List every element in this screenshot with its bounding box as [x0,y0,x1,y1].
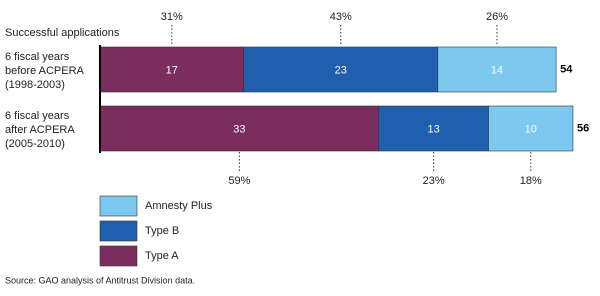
category-line: (2005-2010) [5,138,65,150]
percent-label: 59% [228,175,250,187]
category-line: 6 fiscal years [5,51,70,63]
source: Source: GAO analysis of Antitrust Divisi… [5,275,195,285]
percent-label: 43% [330,11,352,23]
value-label: 13 [428,123,440,135]
percent-label: 18% [520,175,542,187]
chart-title: Successful applications [5,27,120,39]
legend-swatch [99,220,138,242]
legend-label: Type B [145,225,179,237]
legend-label: Amnesty Plus [145,200,213,212]
category-line: 6 fiscal years [5,110,70,122]
percent-label: 26% [486,11,508,23]
legend-label: Type A [145,250,179,262]
value-label: 10 [525,123,537,135]
value-label: 33 [233,123,245,135]
total-label: 54 [560,63,573,75]
percent-label: 31% [161,11,183,23]
bar-segment [99,105,380,152]
value-label: 23 [335,64,347,76]
total-label: 56 [577,122,589,134]
category-label: 6 fiscal years after ACPERA (2005-2010) [5,110,75,150]
bar-segment [437,46,557,93]
bar-segment [99,46,244,93]
bar-segment [488,105,574,152]
bar-segment [243,46,439,93]
category-line: (1998-2003) [5,79,65,91]
value-label: 14 [491,64,503,76]
category-line: before ACPERA [5,65,85,77]
category-label: 6 fiscal years before ACPERA (1998-2003) [5,51,85,91]
legend-swatch [99,245,138,267]
legend-swatch [99,195,138,217]
percent-label: 23% [423,175,445,187]
value-label: 17 [166,64,178,76]
bar-segment [378,105,489,152]
category-line: after ACPERA [5,124,75,136]
